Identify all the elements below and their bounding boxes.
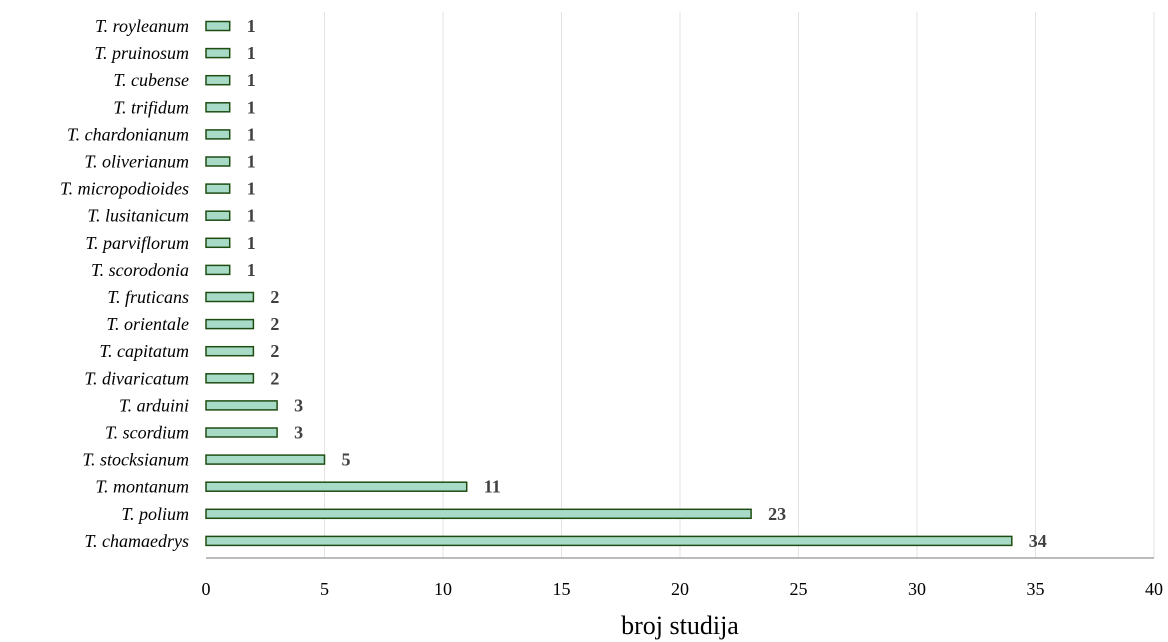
data-label: 1 (247, 233, 256, 253)
bar (205, 20, 231, 32)
data-label: 2 (270, 287, 279, 307)
category-label: T. pruinosum (94, 43, 189, 63)
bar (205, 508, 752, 520)
category-label: T. fruticans (107, 287, 189, 307)
bar (205, 291, 255, 303)
data-label: 1 (247, 152, 256, 172)
category-label: T. chamaedrys (84, 531, 189, 551)
bar (205, 318, 255, 330)
bar (205, 481, 468, 492)
category-label: T. chardonianum (67, 124, 189, 144)
x-tick-label: 0 (202, 579, 211, 599)
data-label: 34 (1029, 531, 1047, 551)
bars (205, 20, 1013, 547)
category-label: T. divaricatum (84, 368, 189, 388)
x-tick-label: 5 (320, 579, 329, 599)
x-tick-label: 15 (553, 579, 571, 599)
data-label: 3 (294, 423, 303, 443)
category-label: T. polium (121, 504, 189, 524)
x-tick-label: 30 (908, 579, 926, 599)
grid-lines (324, 12, 1155, 558)
bar (205, 102, 231, 113)
x-tick-label: 20 (671, 579, 689, 599)
bar (205, 427, 278, 438)
bar (205, 210, 231, 221)
category-label: T. lusitanicum (87, 206, 189, 226)
category-labels: T. royleanum T. pruinosum T. cubense T. tri… (60, 16, 189, 551)
category-label: T. scordium (105, 423, 189, 443)
data-label: 1 (247, 97, 256, 117)
category-label: T. trifidum (113, 97, 189, 117)
data-label: 2 (270, 341, 279, 361)
x-axis-title: broj studija (621, 611, 739, 640)
data-label: 1 (247, 124, 256, 144)
data-label: 23 (768, 504, 786, 524)
data-label: 3 (294, 395, 303, 415)
category-label: T. stocksianum (82, 450, 189, 470)
category-label: T. royleanum (95, 16, 189, 36)
bar (205, 237, 231, 249)
bar (205, 264, 231, 276)
data-label: 1 (247, 206, 256, 226)
data-label: 2 (270, 368, 279, 388)
data-label: 1 (247, 179, 256, 199)
x-tick-labels: 0 5 10 15 20 25 30 35 40 (202, 579, 1164, 599)
data-label: 1 (247, 260, 256, 280)
data-label: 5 (342, 450, 351, 470)
bar (205, 183, 231, 194)
bar (205, 535, 1013, 547)
x-tick-label: 10 (434, 579, 452, 599)
category-label: T. cubense (113, 70, 189, 90)
data-label: 1 (247, 16, 256, 36)
bar (205, 373, 255, 384)
data-label: 1 (247, 70, 256, 90)
category-label: T. orientale (106, 314, 189, 334)
bar (205, 345, 255, 357)
category-label: T. montanum (95, 477, 189, 497)
category-label: T. scorodonia (91, 260, 189, 280)
bar (205, 156, 231, 167)
data-label: 2 (270, 314, 279, 334)
x-tick-label: 25 (790, 579, 808, 599)
category-label: T. capitatum (99, 341, 189, 361)
x-tick-label: 40 (1145, 579, 1163, 599)
data-label: 11 (484, 477, 501, 497)
bar (205, 74, 231, 86)
bar (205, 47, 231, 59)
data-label: 1 (247, 43, 256, 63)
bar (205, 400, 278, 411)
category-label: T. parviflorum (85, 233, 189, 253)
bar (205, 129, 231, 140)
x-tick-label: 35 (1027, 579, 1045, 599)
category-label: T. oliverianum (84, 152, 189, 172)
category-label: T. arduini (119, 395, 189, 415)
bar (205, 454, 326, 465)
category-label: T. micropodioides (60, 179, 189, 199)
